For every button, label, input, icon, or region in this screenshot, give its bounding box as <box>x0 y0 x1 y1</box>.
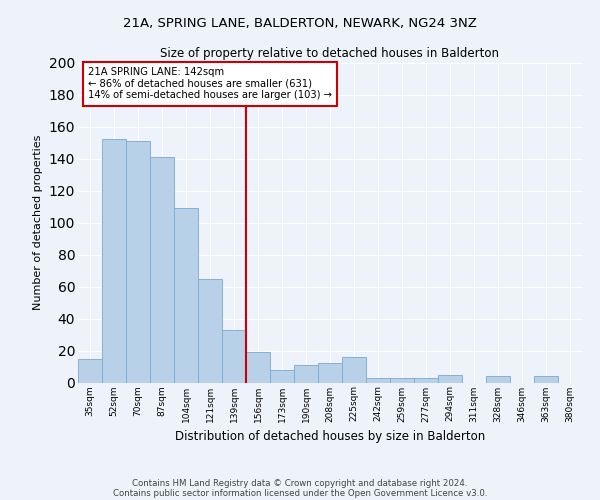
Bar <box>102 140 126 382</box>
Text: 21A SPRING LANE: 142sqm
← 86% of detached houses are smaller (631)
14% of semi-d: 21A SPRING LANE: 142sqm ← 86% of detache… <box>88 68 332 100</box>
Bar <box>270 370 294 382</box>
Bar <box>342 357 366 382</box>
X-axis label: Distribution of detached houses by size in Balderton: Distribution of detached houses by size … <box>175 430 485 443</box>
Bar <box>246 352 270 382</box>
Text: 21A, SPRING LANE, BALDERTON, NEWARK, NG24 3NZ: 21A, SPRING LANE, BALDERTON, NEWARK, NG2… <box>123 18 477 30</box>
Y-axis label: Number of detached properties: Number of detached properties <box>33 135 43 310</box>
Bar <box>222 330 246 382</box>
Bar <box>318 364 342 382</box>
Bar <box>150 157 174 382</box>
Bar <box>486 376 510 382</box>
Bar <box>438 374 462 382</box>
Bar <box>294 365 318 382</box>
Bar <box>414 378 438 382</box>
Bar <box>126 141 150 382</box>
Bar <box>366 378 390 382</box>
Bar <box>534 376 558 382</box>
Title: Size of property relative to detached houses in Balderton: Size of property relative to detached ho… <box>161 47 499 60</box>
Bar <box>390 378 414 382</box>
Bar <box>198 278 222 382</box>
Bar <box>78 358 102 382</box>
Text: Contains public sector information licensed under the Open Government Licence v3: Contains public sector information licen… <box>113 488 487 498</box>
Text: Contains HM Land Registry data © Crown copyright and database right 2024.: Contains HM Land Registry data © Crown c… <box>132 478 468 488</box>
Bar <box>174 208 198 382</box>
